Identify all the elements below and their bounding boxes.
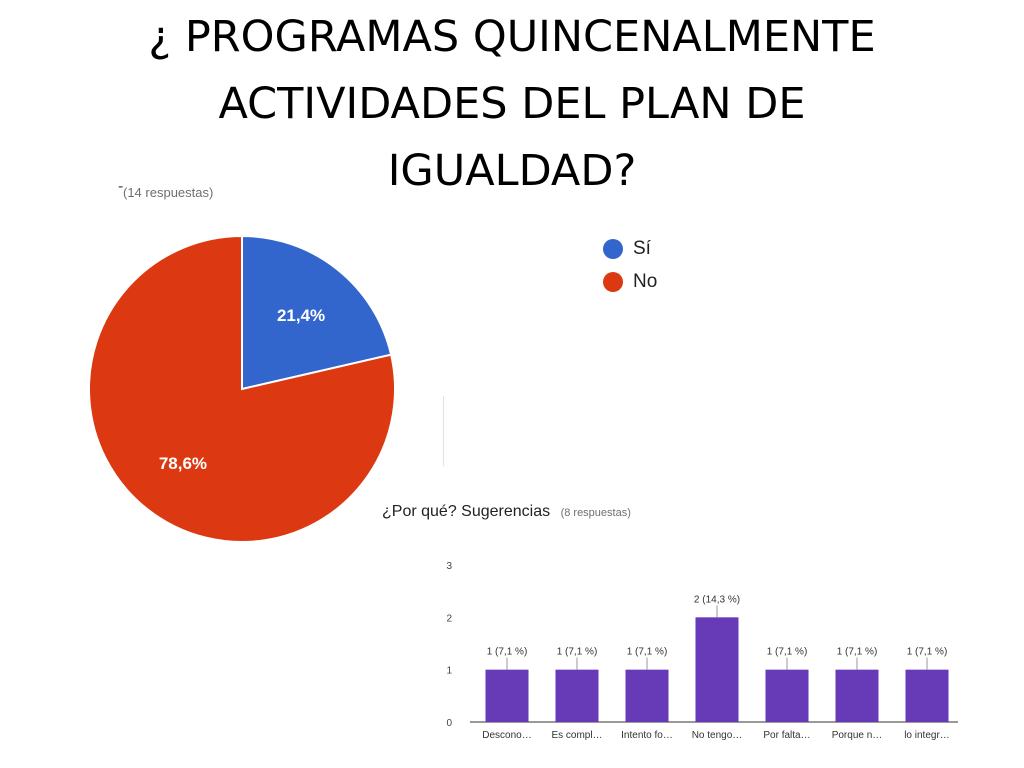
- pie-legend: Sí No: [603, 232, 657, 298]
- bar[interactable]: [625, 669, 669, 722]
- bar-data-label: 1 (7,1 %): [627, 647, 668, 658]
- bar-data-label: 1 (7,1 %): [767, 647, 808, 658]
- bar[interactable]: [695, 617, 739, 722]
- x-tick-label: Es compl…: [551, 730, 602, 741]
- bar-data-label: 2 (14,3 %): [694, 594, 740, 605]
- y-tick-label: 3: [446, 561, 452, 572]
- bar-data-label: 1 (7,1 %): [837, 647, 878, 658]
- bar-response-count: (8 respuestas): [560, 507, 631, 519]
- legend-item-si[interactable]: Sí: [603, 232, 657, 265]
- y-tick-label: 2: [446, 613, 452, 624]
- x-tick-label: Intento fo…: [621, 730, 673, 741]
- bar-chart-title: ¿Por qué? Sugerencias: [382, 503, 551, 520]
- legend-swatch-si: [603, 238, 623, 259]
- x-tick-label: No tengo…: [692, 730, 743, 741]
- x-tick-label: Descono…: [482, 730, 531, 741]
- bar[interactable]: [765, 669, 809, 722]
- slide-title-line: ¿ PROGRAMAS QUINCENALMENTE: [148, 12, 876, 62]
- bar[interactable]: [905, 669, 949, 722]
- pie-chart: 21,4% 78,6%: [88, 234, 396, 543]
- x-tick-label: Por falta…: [763, 730, 810, 741]
- legend-label: Sí: [633, 237, 651, 259]
- pie-slice-si[interactable]: [241, 234, 393, 391]
- slide-title: ¿ PROGRAMAS QUINCENALMENTE ACTIVIDADES D…: [60, 4, 964, 205]
- x-tick-label: lo integr…: [904, 730, 950, 741]
- pie-title-dash: -: [118, 178, 124, 195]
- bar[interactable]: [835, 669, 879, 722]
- x-tick-label: Porque n…: [832, 730, 883, 741]
- pie-response-count: (14 respuestas): [123, 185, 214, 200]
- bar[interactable]: [485, 669, 529, 722]
- legend-swatch-no: [603, 271, 623, 292]
- bar-chart: 0 1 2 3 1 (7,1 %) Descono… 1 (7,1 %) Es compl… 1…: [446, 561, 958, 741]
- bar-data-label: 1 (7,1 %): [907, 647, 948, 658]
- pie-slice-label: 21,4%: [277, 306, 325, 325]
- divider: [443, 396, 444, 466]
- slide-title-line: IGUALDAD?: [387, 146, 637, 196]
- pie-slice-label: 78,6%: [159, 454, 207, 473]
- slide-title-line: ACTIVIDADES DEL PLAN DE: [218, 79, 806, 129]
- pie-slice-no[interactable]: [88, 234, 396, 543]
- bar[interactable]: [555, 669, 599, 722]
- bar-chart-header: ¿Por qué? Sugerencias (8 respuestas): [382, 503, 631, 521]
- bar-data-label: 1 (7,1 %): [487, 647, 528, 658]
- bar-data-label: 1 (7,1 %): [557, 647, 598, 658]
- y-tick-label: 1: [446, 666, 452, 677]
- y-tick-label: 0: [446, 718, 452, 729]
- legend-item-no[interactable]: No: [603, 265, 657, 298]
- legend-label: No: [633, 270, 658, 292]
